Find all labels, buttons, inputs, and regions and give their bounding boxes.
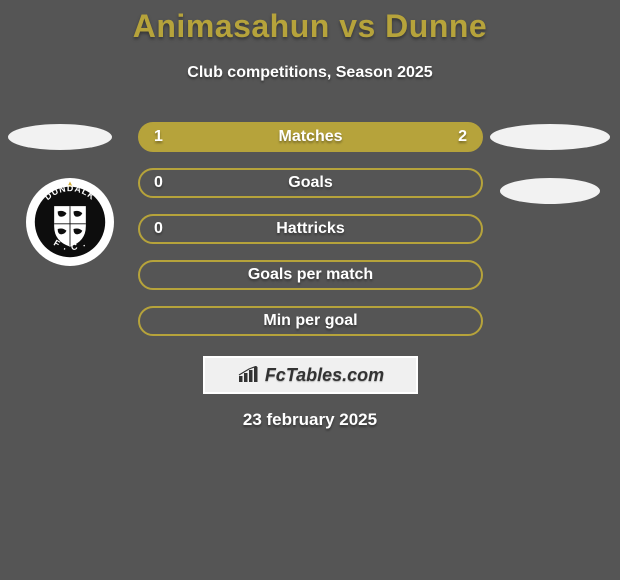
stat-value-right: 2 — [458, 128, 467, 146]
stat-label: Matches — [278, 128, 342, 146]
stat-label: Min per goal — [263, 312, 357, 330]
logo-text: FcTables.com — [265, 365, 384, 386]
placeholder-ellipse-left — [8, 124, 112, 150]
stat-bar: Matches 1 2 — [138, 122, 483, 152]
stat-bar: Goals per match — [138, 260, 483, 290]
stat-bar: Goals 0 — [138, 168, 483, 198]
stat-label: Goals — [288, 174, 332, 192]
comparison-infographic: Animasahun vs Dunne Club competitions, S… — [0, 0, 620, 580]
page-title: Animasahun vs Dunne — [0, 8, 620, 45]
stat-value-left: 0 — [154, 174, 163, 192]
subtitle: Club competitions, Season 2025 — [0, 64, 620, 82]
bar-chart-icon — [237, 366, 259, 384]
stat-value-left: 0 — [154, 220, 163, 238]
fctables-logo: FcTables.com — [203, 356, 418, 394]
stat-bar: Min per goal — [138, 306, 483, 336]
placeholder-ellipse-right-bottom — [500, 178, 600, 204]
stat-label: Hattricks — [276, 220, 344, 238]
placeholder-ellipse-right-top — [490, 124, 610, 150]
crest-icon: DUNDALKF . C . — [26, 178, 114, 266]
stat-bar: Hattricks 0 — [138, 214, 483, 244]
stat-label: Goals per match — [248, 266, 373, 284]
stat-value-left: 1 — [154, 128, 163, 146]
club-crest: DUNDALKF . C . — [26, 178, 114, 266]
date-label: 23 february 2025 — [0, 410, 620, 430]
